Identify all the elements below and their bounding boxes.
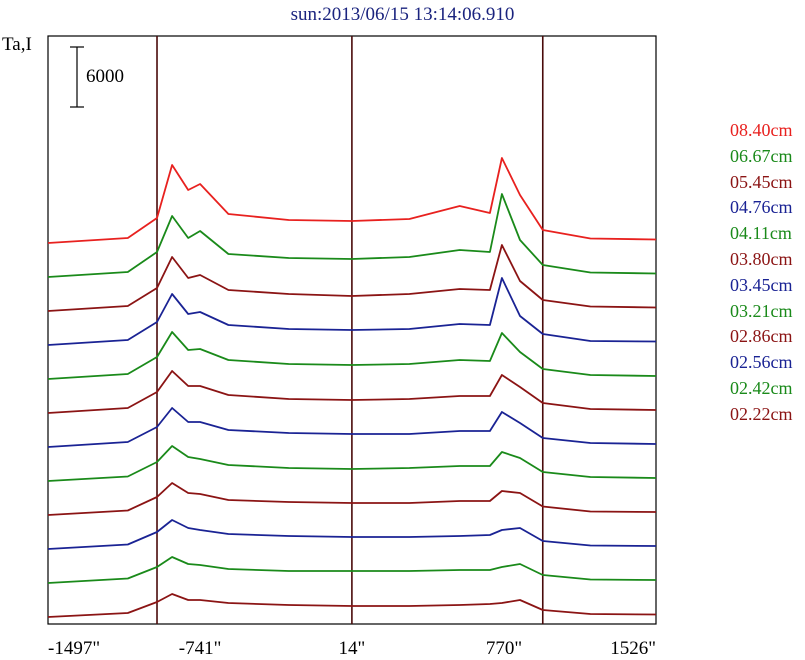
series-line-05.45cm bbox=[47, 244, 657, 312]
legend-item: 03.80cm bbox=[730, 248, 793, 269]
legend-item: 02.86cm bbox=[730, 326, 793, 347]
chart-title: sun:2013/06/15 13:14:06.910 bbox=[290, 4, 515, 25]
x-tick-label: 14" bbox=[339, 638, 366, 659]
y-axis-label: Ta,I bbox=[2, 34, 32, 55]
legend-item: 06.67cm bbox=[730, 145, 793, 166]
x-tick-label: -741" bbox=[179, 638, 222, 659]
legend-item: 02.22cm bbox=[730, 403, 793, 424]
x-tick-label: -1497" bbox=[48, 638, 100, 659]
series-line-02.42cm bbox=[47, 556, 657, 584]
series-line-02.86cm bbox=[47, 482, 657, 516]
series-line-03.21cm bbox=[47, 445, 657, 482]
x-tick-label: 770" bbox=[486, 638, 522, 659]
series-line-04.11cm bbox=[47, 331, 657, 380]
legend-item: 04.76cm bbox=[730, 197, 793, 218]
series-line-06.67cm bbox=[47, 193, 657, 278]
legend-item: 03.21cm bbox=[730, 300, 793, 321]
legend-item: 05.45cm bbox=[730, 171, 793, 192]
legend-item: 04.11cm bbox=[730, 223, 792, 244]
series-line-02.22cm bbox=[47, 593, 657, 618]
legend: 08.40cm 06.67cm 05.45cm 04.76cm 04.11cm 03.80… bbox=[730, 118, 793, 428]
series-line-02.56cm bbox=[47, 519, 657, 550]
series-line-04.76cm bbox=[47, 277, 657, 346]
legend-item: 02.42cm bbox=[730, 377, 793, 398]
series-line-03.45cm bbox=[47, 407, 657, 448]
legend-item: 02.56cm bbox=[730, 352, 793, 373]
legend-item: 03.45cm bbox=[730, 274, 793, 295]
legend-item: 08.40cm bbox=[730, 120, 793, 140]
x-tick-label: 1526" bbox=[610, 638, 656, 659]
series-line-03.80cm bbox=[47, 370, 657, 414]
scale-bar-label: 6000 bbox=[86, 66, 124, 87]
series-line-08.40cm bbox=[47, 157, 657, 244]
